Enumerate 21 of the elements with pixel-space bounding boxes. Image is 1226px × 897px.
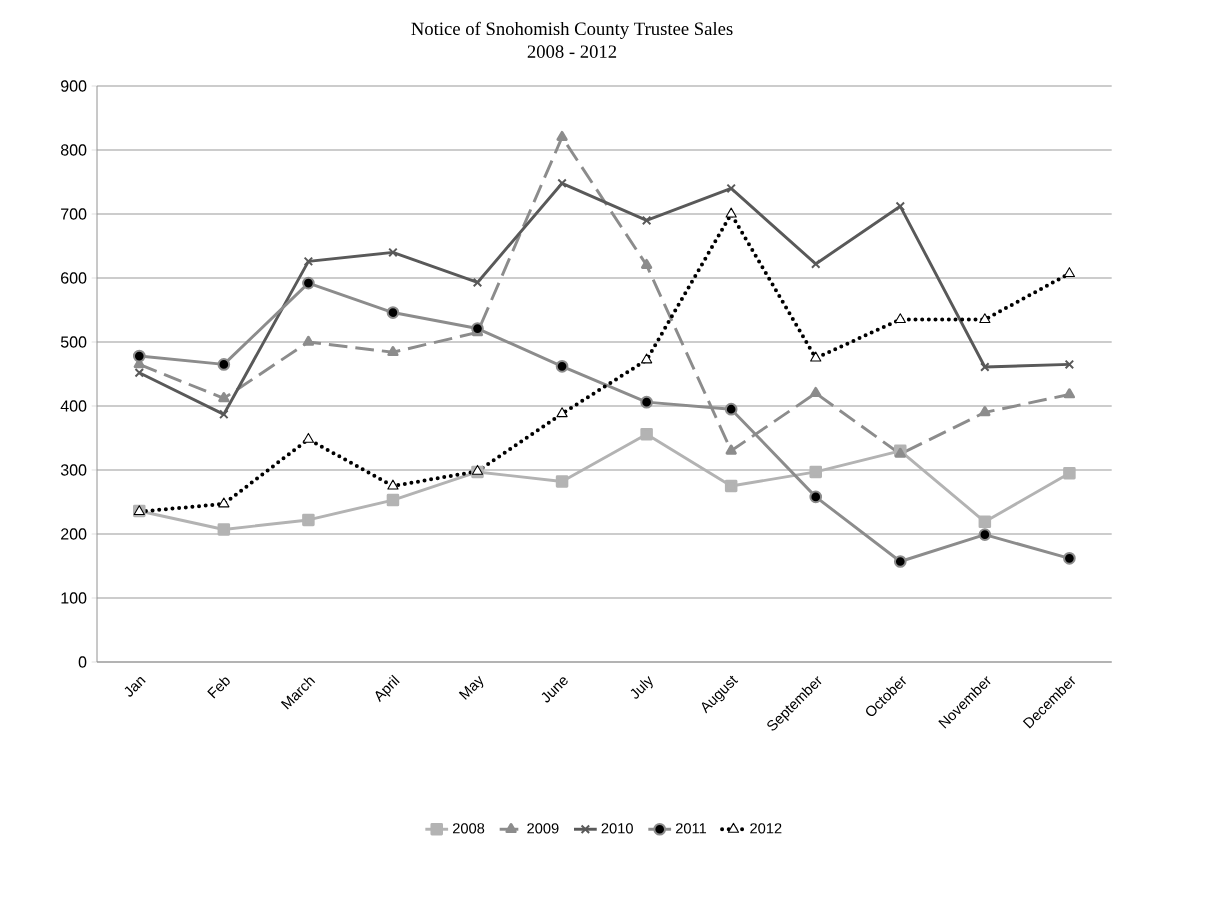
y-tick-label: 200 (61, 528, 87, 540)
y-tick-label: 100 (61, 592, 87, 604)
y-tick-label: 900 (61, 80, 87, 92)
chart-title: Notice of Snohomish County Trustee Sales (411, 21, 733, 39)
y-tick-label: 500 (60, 336, 87, 348)
y-tick-label: 800 (60, 144, 87, 156)
y-tick-label: 700 (61, 208, 87, 220)
x-tick-label: May (458, 675, 484, 700)
chart-subtitle: 2008 - 2012 (527, 45, 617, 58)
legend-label: 2012 (750, 823, 782, 834)
y-tick-label: 300 (60, 464, 87, 476)
y-tick-label: 600 (61, 272, 87, 284)
y-tick-label: 0 (78, 656, 87, 668)
y-tick-label: 400 (60, 400, 87, 412)
legend-label: 2010 (601, 823, 633, 834)
legend-label: 2008 (452, 823, 485, 834)
x-tick-label: Feb (207, 677, 230, 699)
x-tick-label: Jan (124, 677, 146, 697)
x-tick-label: July (630, 676, 653, 699)
legend-label: 2009 (527, 823, 559, 834)
legend-label: 2011 (675, 823, 707, 834)
